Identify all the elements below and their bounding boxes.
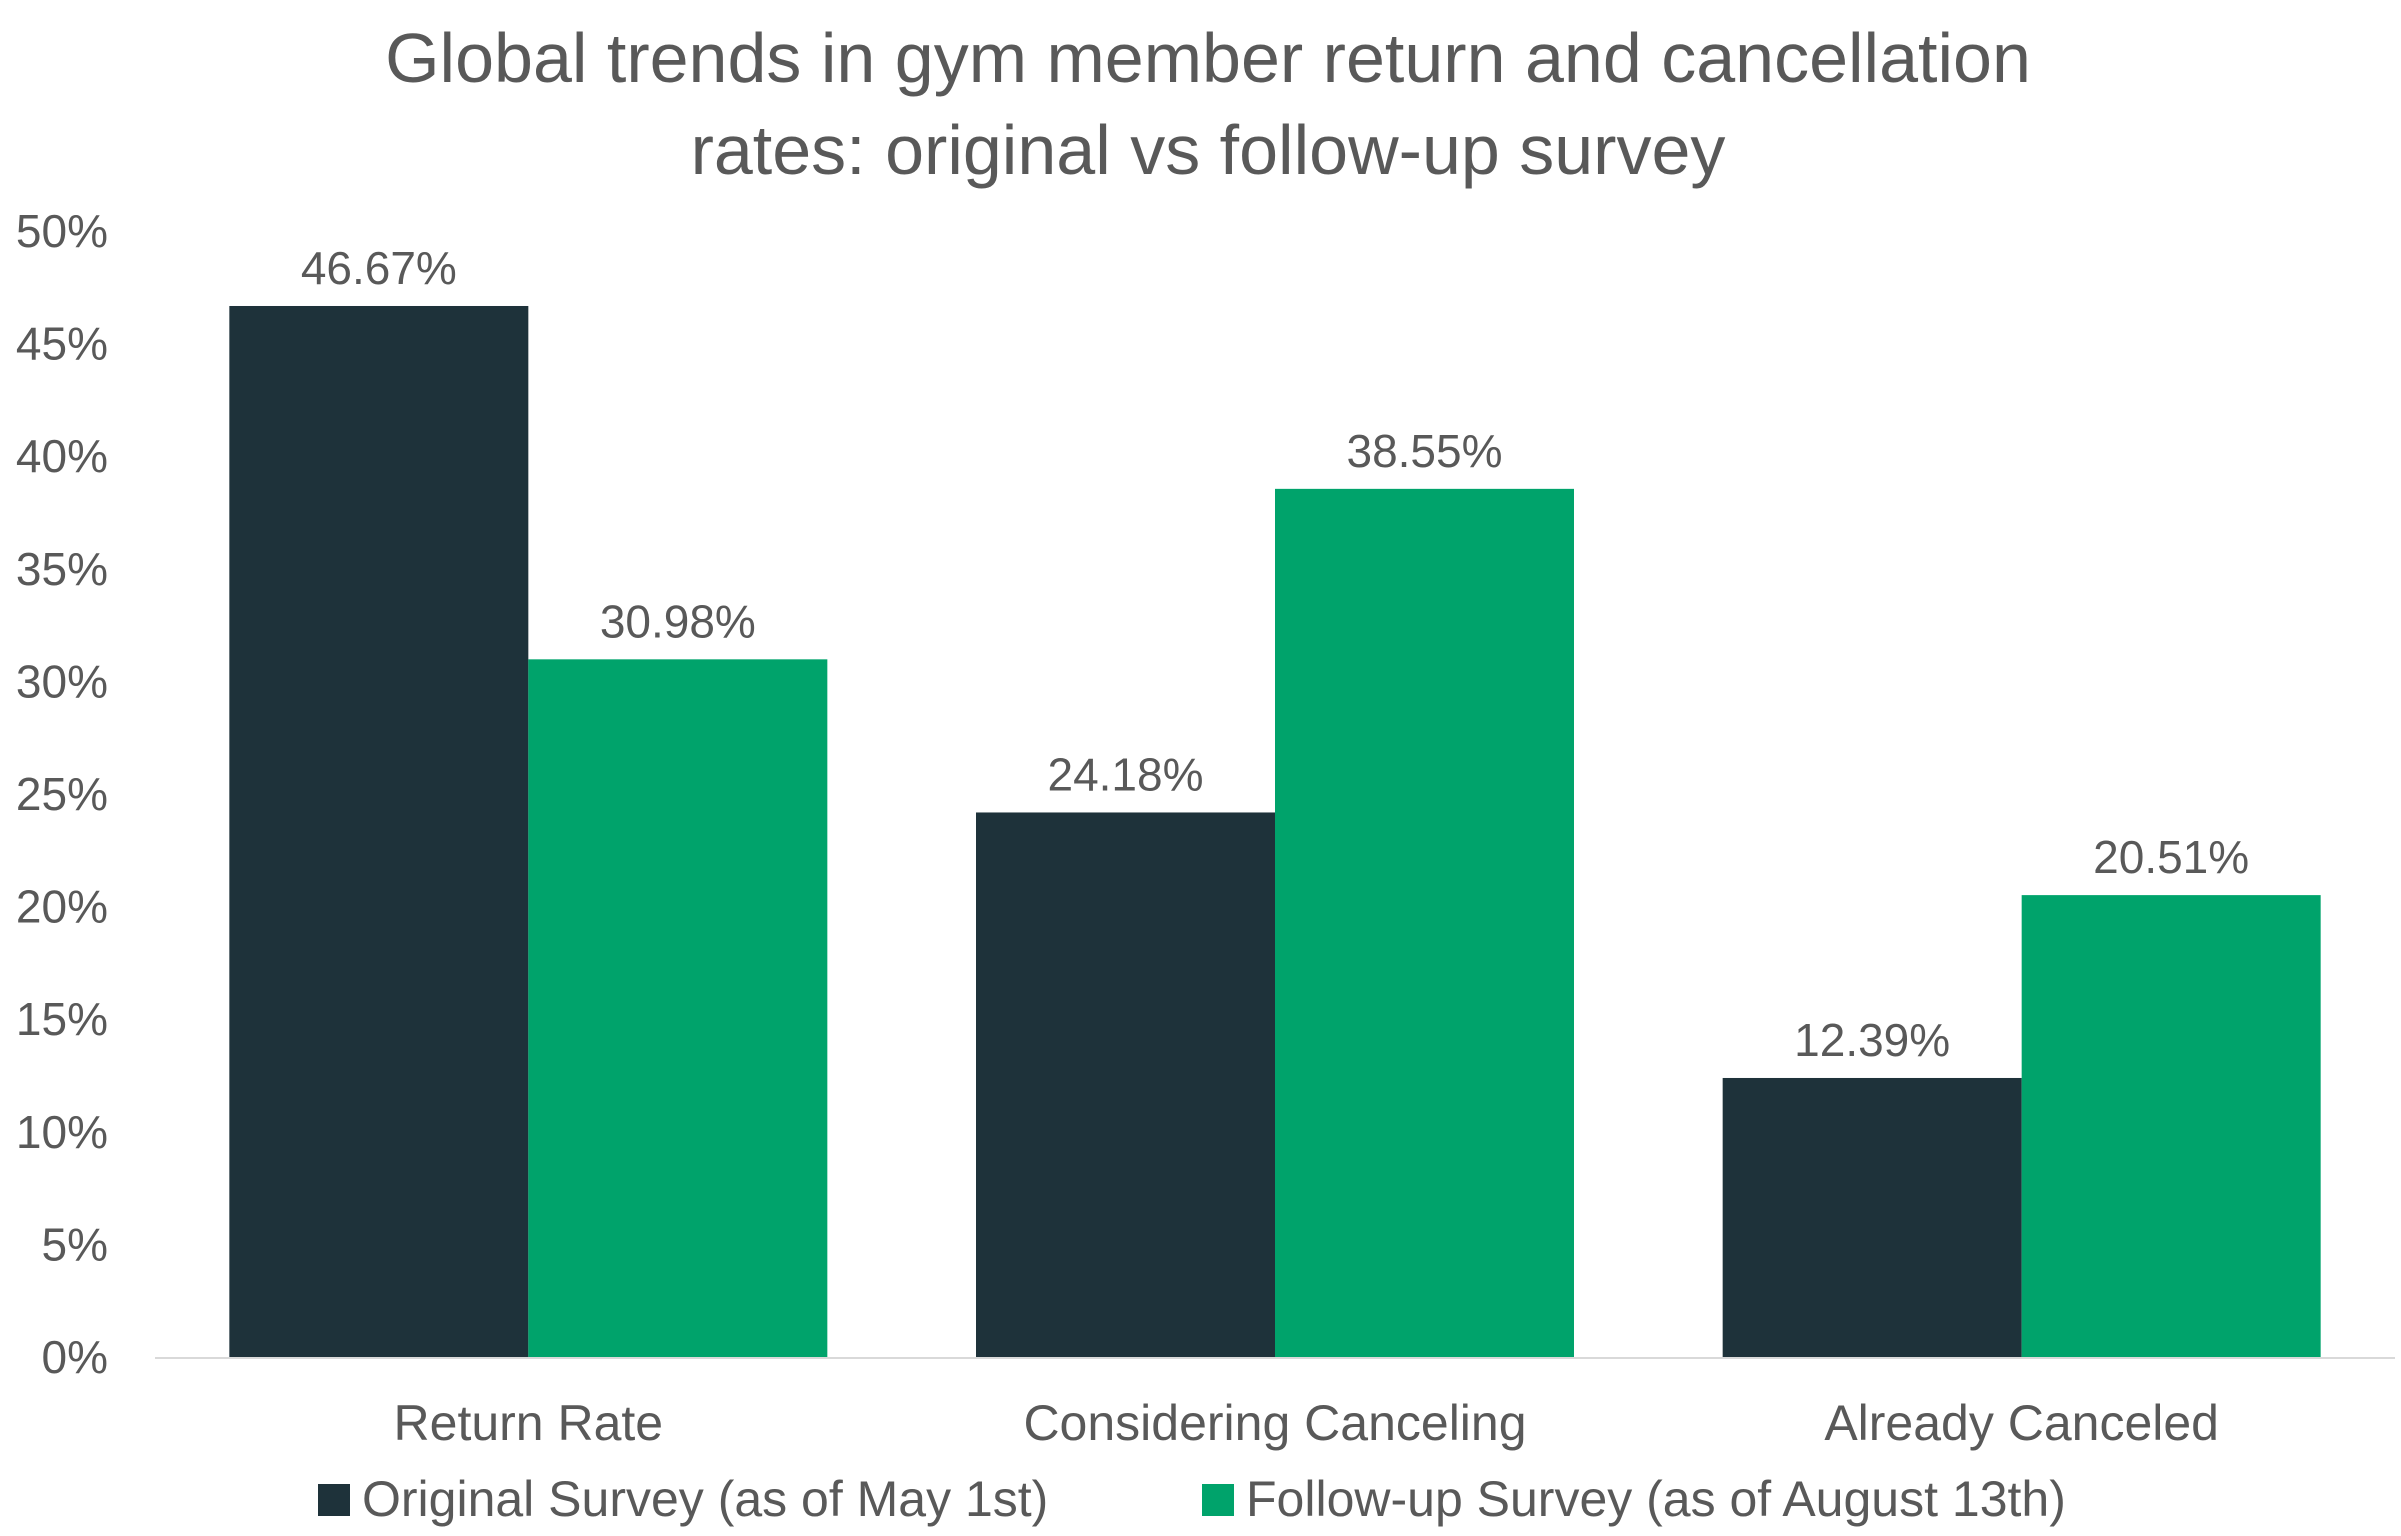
legend-swatch-series-2 [1202,1484,1234,1516]
y-tick-label: 40% [16,430,108,482]
bar-considering-canceling-series-1 [976,812,1275,1357]
y-tick-label: 30% [16,655,108,707]
y-tick-label: 35% [16,543,108,595]
data-label: 20.51% [2093,831,2249,883]
y-tick-label: 5% [42,1218,108,1270]
bar-considering-canceling-series-2 [1275,488,1574,1357]
y-tick-label: 50% [16,205,108,257]
chart-title-line-1: Global trends in gym member return and c… [385,19,2031,97]
chart-title-line-2: rates: original vs follow-up survey [691,111,1726,189]
y-tick-label: 45% [16,318,108,370]
legend-label-series-2: Follow-up Survey (as of August 13th) [1246,1471,2066,1527]
x-tick-label: Already Canceled [1824,1395,2219,1451]
y-tick-label: 0% [42,1331,108,1383]
y-axis: 0% 5% 10% 15% 20% 25% 30% 35% 40% 45% 50% [16,205,108,1383]
data-label: 30.98% [600,595,756,647]
legend-swatch-series-1 [318,1484,350,1516]
bars [229,305,2321,1358]
data-label: 46.67% [301,242,457,294]
x-tick-label: Return Rate [394,1395,664,1451]
data-label: 38.55% [1346,425,1502,477]
legend-label-series-1: Original Survey (as of May 1st) [362,1471,1048,1527]
y-tick-label: 25% [16,768,108,820]
data-label: 24.18% [1047,748,1203,800]
data-labels: 46.67% 30.98% 24.18% 38.55% 12.39% 20.51% [301,242,2249,1066]
chart-title: Global trends in gym member return and c… [385,19,2031,189]
legend: Original Survey (as of May 1st) Follow-up… [318,1471,2066,1527]
y-tick-label: 10% [16,1106,108,1158]
bar-already-canceled-series-1 [1722,1077,2022,1357]
bar-already-canceled-series-2 [2021,895,2321,1357]
data-label: 12.39% [1794,1014,1950,1066]
bar-return-rate-series-2 [528,659,828,1357]
bar-return-rate-series-1 [229,305,529,1358]
x-tick-label: Considering Canceling [1023,1395,1526,1451]
y-tick-label: 20% [16,881,108,933]
y-tick-label: 15% [16,993,108,1045]
x-axis: Return Rate Considering Canceling Already … [155,1357,2395,1451]
